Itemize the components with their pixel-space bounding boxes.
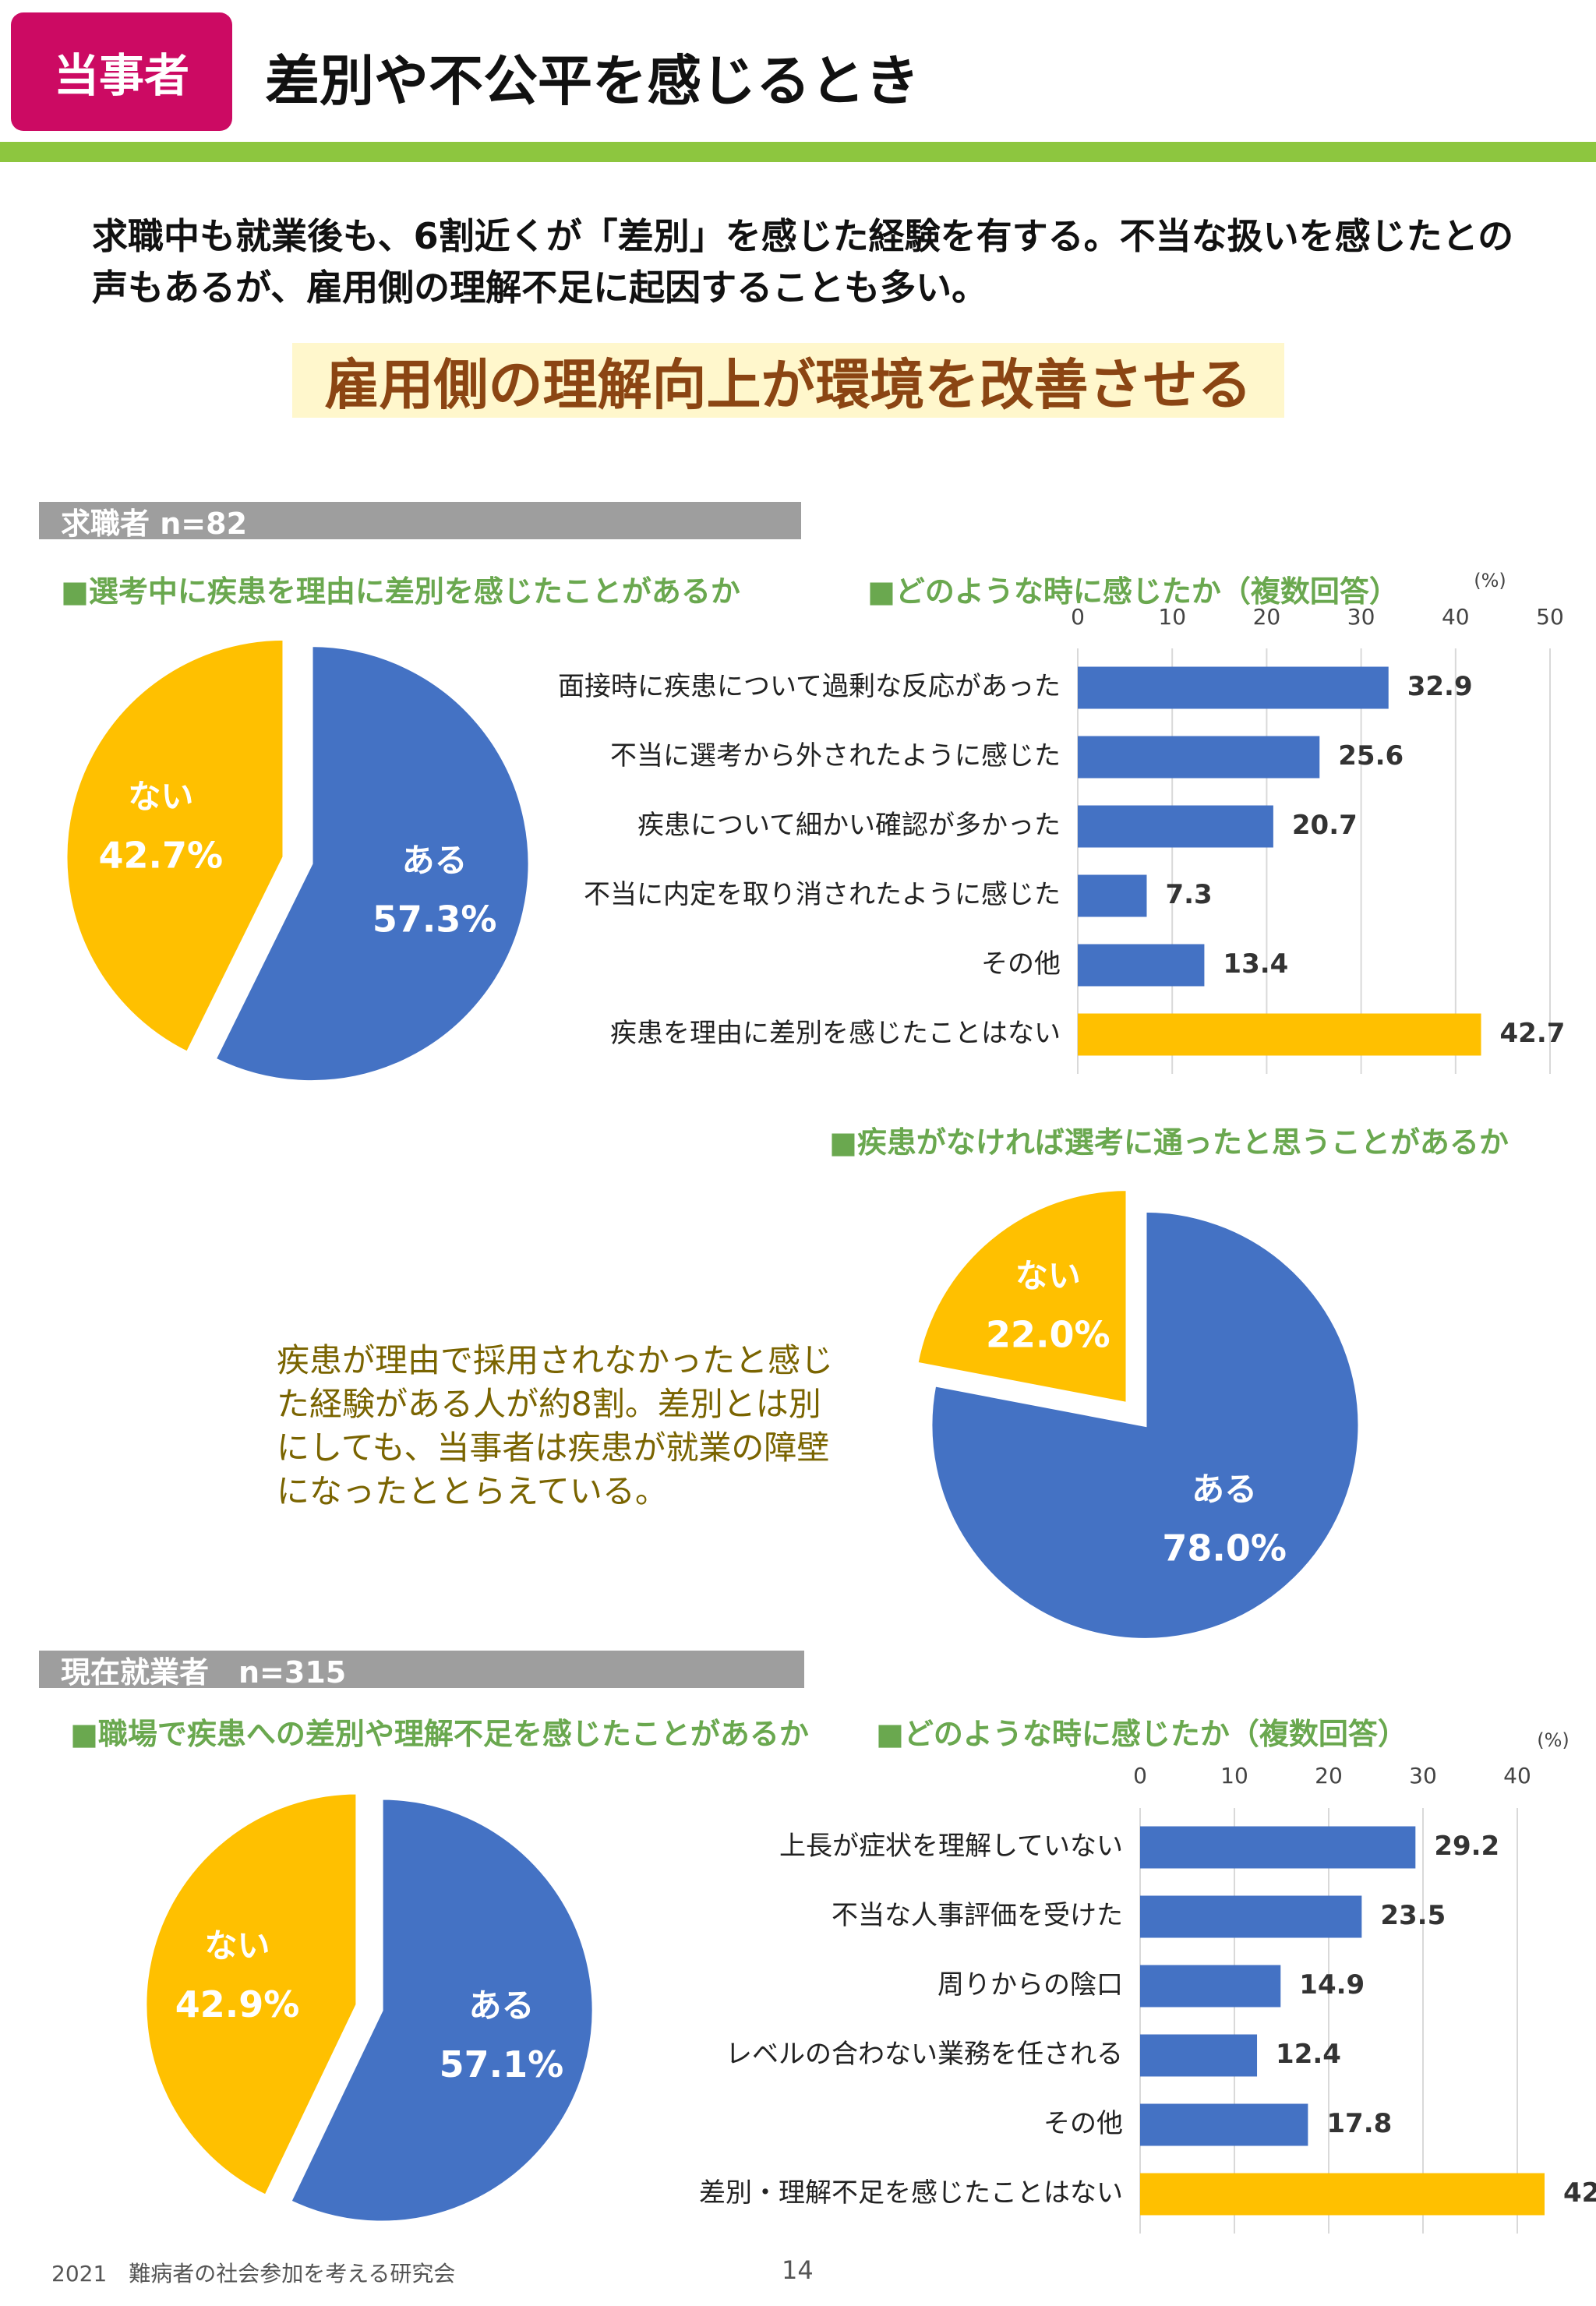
- tick-label: 0: [1071, 604, 1085, 630]
- bar: [1078, 1013, 1481, 1056]
- pie-slice-label: ない: [128, 777, 193, 815]
- tick-label: 40: [1503, 1763, 1531, 1789]
- pie-chart-1: ある 57.3% ない 42.7%: [64, 637, 531, 1084]
- value-label: 14.9: [1299, 1969, 1365, 2001]
- pie-slice: [64, 637, 286, 1055]
- lead-text: 求職中も就業後も、6割近くが「差別」を感じた経験を有する。不当な扱いを感じたとの…: [92, 215, 1514, 309]
- pie-slice: [288, 1796, 595, 2224]
- pie-value-label: 42.9%: [175, 1983, 300, 2025]
- section-label-job-seekers: 求職者 n=82: [39, 502, 801, 541]
- tick-label: 20: [1253, 604, 1281, 630]
- bar: [1078, 874, 1147, 917]
- value-label: 25.6: [1338, 740, 1404, 772]
- bar-chart-1: 0 10 20 30 40 50 (%) 面接時に疾患について過剰な反応があった 32.9 不当に…: [558, 570, 1565, 1074]
- bar: [1078, 805, 1273, 848]
- category-label: 周りからの陰口: [937, 1969, 1123, 2001]
- category-label: その他: [1043, 2108, 1123, 2139]
- bar-chart-2: 0 10 20 30 40 (%) 上長が症状を理解していない 29.2 不当な人事評価を受けた…: [699, 1729, 1596, 2234]
- category-label: 疾患を理由に差別を感じたことはない: [610, 1018, 1061, 1049]
- category-label: その他: [981, 948, 1061, 980]
- category-label: 差別・理解不足を感じたことはない: [699, 2177, 1123, 2209]
- category-label: 不当な人事評価を受けた: [832, 1900, 1123, 1931]
- tick-label: 20: [1315, 1763, 1343, 1789]
- header-badge: 当事者: [11, 12, 232, 131]
- bar: [1078, 736, 1320, 779]
- value-label: 13.4: [1223, 948, 1288, 980]
- pie-chart-3: ある 57.1% ない 42.9%: [143, 1791, 595, 2224]
- note-text: 疾患が理由で採用されなかったと感じた経験がある人が約8割。差別とは別にしても、当…: [277, 1341, 834, 1510]
- header-divider: [0, 142, 1596, 162]
- pie-slice: [143, 1791, 359, 2198]
- value-label: 12.4: [1276, 2039, 1341, 2070]
- category-label: 不当に内定を取り消されたように感じた: [584, 879, 1061, 910]
- category-label: 上長が症状を理解していない: [779, 1831, 1123, 1862]
- pie-slice: [212, 644, 531, 1084]
- value-label: 7.3: [1165, 879, 1212, 910]
- value-label: 29.2: [1434, 1831, 1499, 1862]
- pie-slice-label: ある: [402, 842, 468, 880]
- tick-label: 10: [1220, 1763, 1248, 1789]
- bar: [1140, 1965, 1281, 2008]
- value-label: 42.7: [1500, 1018, 1566, 1049]
- page-number: 14: [782, 2255, 814, 2285]
- tick-label: 10: [1158, 604, 1186, 630]
- bar: [1140, 1826, 1416, 1869]
- bar: [1140, 2103, 1308, 2146]
- pie-value-label: 22.0%: [986, 1314, 1110, 1356]
- pie-slice: [929, 1209, 1361, 1641]
- footer-org: 2021 難病者の社会参加を考える研究会: [51, 2261, 456, 2287]
- chart-title-bar-2: ■どのような時に感じたか（複数回答）: [876, 1717, 1407, 1751]
- pie-value-label: 57.3%: [373, 899, 497, 941]
- chart-title-pie-1: ■選考中に疾患を理由に差別を感じたことがあるか: [61, 574, 740, 609]
- value-label: 20.7: [1292, 810, 1358, 841]
- unit-label: (%): [1537, 1729, 1570, 1751]
- tick-label: 30: [1347, 604, 1375, 630]
- category-label: 不当に選考から外されたように感じた: [610, 740, 1061, 772]
- chart-title-bar-1: ■どのような時に感じたか（複数回答）: [867, 574, 1399, 609]
- value-label: 17.8: [1326, 2108, 1392, 2139]
- tick-label: 30: [1409, 1763, 1437, 1789]
- chart-title-pie-3: ■職場で疾患への差別や理解不足を感じたことがあるか: [70, 1717, 809, 1751]
- tick-label: 40: [1442, 604, 1470, 630]
- bar: [1140, 2034, 1258, 2077]
- highlight-text: 雇用側の理解向上が環境を改善させる: [324, 352, 1252, 417]
- value-label: 23.5: [1380, 1900, 1446, 1931]
- unit-label: (%): [1474, 570, 1506, 592]
- value-label: 42: [1563, 2177, 1596, 2209]
- value-label: 32.9: [1407, 671, 1473, 702]
- pie-slice-label: ある: [1192, 1470, 1257, 1508]
- bar: [1140, 1895, 1362, 1938]
- tick-label: 0: [1133, 1763, 1147, 1789]
- pie-slice-label: ある: [468, 1986, 534, 2025]
- bar: [1078, 944, 1205, 987]
- category-label: 疾患について細かい確認が多かった: [637, 810, 1061, 841]
- highlight-background: [292, 343, 1284, 418]
- pie-slice-label: ない: [1015, 1257, 1081, 1295]
- pie-value-label: 57.1%: [440, 2043, 564, 2085]
- pie-slice: [915, 1188, 1129, 1406]
- bar: [1140, 2173, 1545, 2216]
- pie-slice-label: ない: [205, 1926, 270, 1965]
- chart-title-pie-2: ■疾患がなければ選考に通ったと思うことがあるか: [829, 1125, 1509, 1160]
- bar: [1078, 666, 1389, 709]
- pie-value-label: 78.0%: [1162, 1527, 1287, 1569]
- category-label: レベルの合わない業務を任される: [726, 2039, 1123, 2070]
- section-label-current-workers: 現在就業者 n=315: [39, 1651, 804, 1690]
- tick-label: 50: [1536, 604, 1564, 630]
- page-title: 差別や不公平を感じるとき: [265, 49, 920, 113]
- pie-chart-2: ある 78.0% ない 22.0%: [915, 1188, 1361, 1641]
- category-label: 面接時に疾患について過剰な反応があった: [558, 671, 1061, 702]
- pie-value-label: 42.7%: [99, 834, 224, 876]
